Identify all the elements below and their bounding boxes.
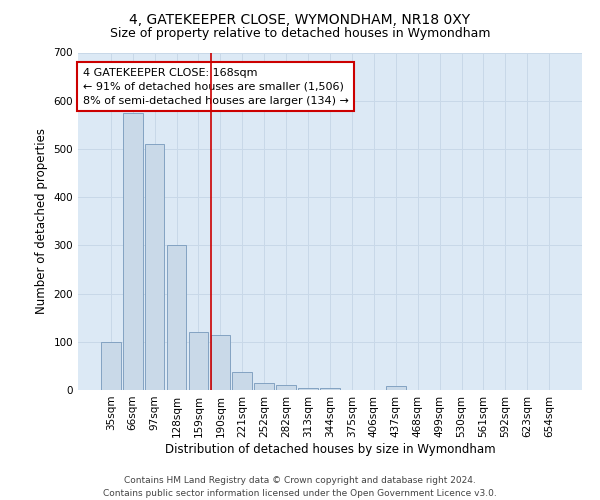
Text: Size of property relative to detached houses in Wymondham: Size of property relative to detached ho…	[110, 28, 490, 40]
Bar	[386, 386, 406, 390]
Bar	[276, 385, 296, 390]
Text: 4 GATEKEEPER CLOSE: 168sqm
← 91% of detached houses are smaller (1,506)
8% of se: 4 GATEKEEPER CLOSE: 168sqm ← 91% of deta…	[83, 68, 349, 106]
Text: 4, GATEKEEPER CLOSE, WYMONDHAM, NR18 0XY: 4, GATEKEEPER CLOSE, WYMONDHAM, NR18 0XY	[130, 12, 470, 26]
Bar	[167, 246, 187, 390]
Bar	[232, 372, 252, 390]
Bar	[101, 342, 121, 390]
Bar	[211, 334, 230, 390]
X-axis label: Distribution of detached houses by size in Wymondham: Distribution of detached houses by size …	[164, 442, 496, 456]
Bar	[298, 388, 318, 390]
Bar	[320, 388, 340, 390]
Bar	[188, 332, 208, 390]
Bar	[254, 383, 274, 390]
Text: Contains HM Land Registry data © Crown copyright and database right 2024.
Contai: Contains HM Land Registry data © Crown c…	[103, 476, 497, 498]
Bar	[145, 144, 164, 390]
Y-axis label: Number of detached properties: Number of detached properties	[35, 128, 48, 314]
Bar	[123, 113, 143, 390]
